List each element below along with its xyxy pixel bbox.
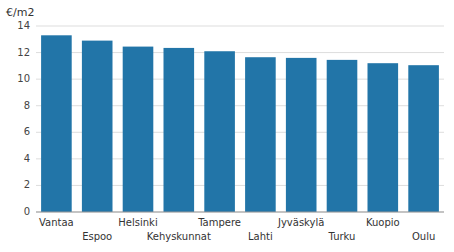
y-tick-label: 0 xyxy=(24,206,30,217)
x-tick-label: Oulu xyxy=(412,231,435,242)
y-tick-label: 2 xyxy=(24,179,30,190)
grid-line xyxy=(36,26,444,27)
x-tick-label: Espoo xyxy=(82,231,112,242)
chart-container: 0 2 4 6 8 10 12 14 Vantaa Espoo Helsinki Kehyskunna… xyxy=(0,0,454,252)
y-axis-label: €/m2 xyxy=(6,6,34,19)
bar xyxy=(368,63,399,212)
y-tick-label: 4 xyxy=(24,153,30,164)
bar xyxy=(245,57,276,212)
x-tick-labels: Vantaa Espoo Helsinki Kehyskunnat Tampere Lah… xyxy=(39,217,435,242)
x-tick-label: Tampere xyxy=(197,217,241,228)
y-tick-label: 14 xyxy=(17,20,30,31)
y-tick-label: 10 xyxy=(17,73,30,84)
chart: 0 2 4 6 8 10 12 14 Vantaa Espoo Helsinki Kehyskunna… xyxy=(0,0,454,252)
bar xyxy=(41,35,72,212)
y-tick-label: 12 xyxy=(17,47,30,58)
bar xyxy=(123,47,154,212)
x-tick-label: Kehyskunnat xyxy=(147,231,211,242)
x-tick-label: Turku xyxy=(328,231,356,242)
x-tick-label: Jyväskylä xyxy=(277,217,324,228)
bar xyxy=(327,60,358,212)
y-tick-label: 6 xyxy=(24,126,30,137)
x-tick-label: Vantaa xyxy=(39,217,74,228)
x-tick-label: Kuopio xyxy=(366,217,400,228)
bar xyxy=(164,48,195,212)
x-tick-label: Lahti xyxy=(248,231,273,242)
y-tick-label: 8 xyxy=(24,100,30,111)
bar xyxy=(408,65,439,212)
bar xyxy=(204,51,235,212)
y-tick-labels: 0 2 4 6 8 10 12 14 xyxy=(17,20,30,217)
grid-line xyxy=(36,212,444,213)
bars xyxy=(41,35,439,212)
y-grid xyxy=(36,26,444,212)
x-axis-line xyxy=(36,212,444,213)
x-tick-label: Helsinki xyxy=(118,217,157,228)
bar xyxy=(286,58,317,212)
bar xyxy=(82,41,113,212)
